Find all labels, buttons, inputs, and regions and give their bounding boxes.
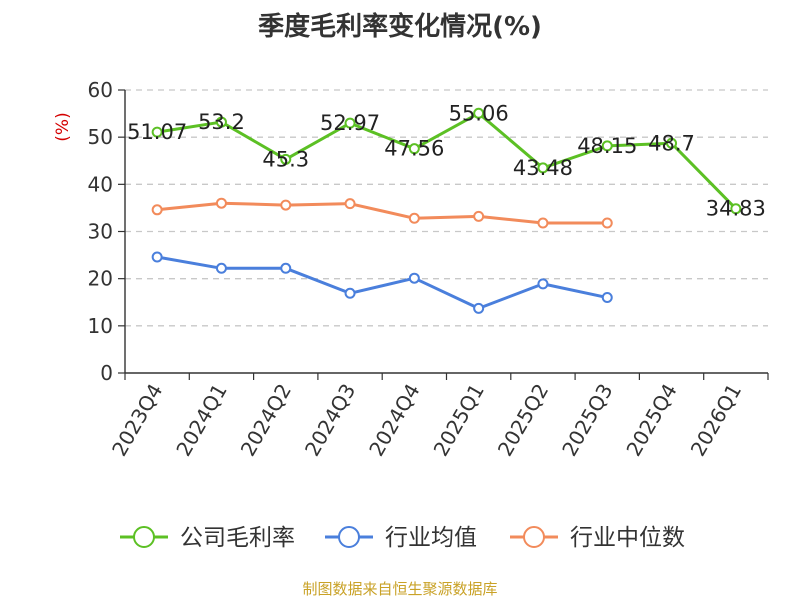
data-point <box>344 287 356 299</box>
y-tick-label: 50 <box>88 125 113 149</box>
data-label: 34.83 <box>706 197 766 221</box>
data-label: 48.15 <box>577 134 637 158</box>
legend-item: 行业中位数 <box>510 525 685 551</box>
x-tick-label: 2023Q4 <box>107 380 167 461</box>
series-line <box>156 111 737 210</box>
data-point <box>344 198 356 210</box>
y-tick-label: 10 <box>88 314 113 338</box>
x-tick-label: 2024Q2 <box>236 380 296 461</box>
x-tick-label: 2024Q1 <box>171 380 231 461</box>
data-point <box>215 197 227 209</box>
data-label: 55.06 <box>449 101 509 125</box>
data-label: 47.56 <box>384 137 444 161</box>
x-tick-label: 2024Q3 <box>300 380 360 461</box>
data-label: 52.97 <box>320 111 380 135</box>
y-axis-label: (%) <box>53 112 73 141</box>
source-note: 制图数据来自恒生聚源数据库 <box>302 580 498 598</box>
x-tick-label: 2025Q4 <box>621 380 681 461</box>
data-point <box>730 203 742 215</box>
y-tick-label: 0 <box>100 361 113 385</box>
x-tick-label: 2026Q1 <box>686 380 746 461</box>
data-point <box>215 116 227 128</box>
data-point <box>151 251 163 263</box>
x-tick-label: 2025Q3 <box>557 380 617 461</box>
data-point <box>601 217 613 229</box>
data-label: 53.2 <box>198 110 245 134</box>
data-label: 43.48 <box>513 156 573 180</box>
y-tick-label: 60 <box>88 78 113 102</box>
data-point <box>537 217 549 229</box>
data-point <box>215 262 227 274</box>
data-point <box>601 292 613 304</box>
legend-swatch-marker <box>338 526 360 548</box>
legend-item: 公司毛利率 <box>120 525 295 551</box>
data-point <box>666 137 678 149</box>
y-tick-label: 20 <box>88 267 113 291</box>
data-point <box>151 126 163 138</box>
legend-swatch-marker <box>133 526 155 548</box>
grid-lines <box>125 89 768 327</box>
x-tick-label: 2025Q2 <box>493 380 553 461</box>
data-point <box>408 143 420 155</box>
data-point <box>601 140 613 152</box>
legend: 公司毛利率 行业均值 行业中位数 <box>120 525 685 551</box>
x-tick-label: 2025Q1 <box>429 380 489 461</box>
chart-title: 季度毛利率变化情况(%) <box>258 12 542 42</box>
legend-label: 行业均值 <box>385 525 477 551</box>
data-point <box>473 210 485 222</box>
y-tick-label: 40 <box>88 172 113 196</box>
data-label: 51.07 <box>127 120 187 144</box>
series-group <box>151 107 742 314</box>
data-point <box>408 272 420 284</box>
data-point <box>473 302 485 314</box>
legend-swatch-marker <box>523 526 545 548</box>
legend-label: 公司毛利率 <box>180 525 295 551</box>
data-label: 45.3 <box>262 147 309 171</box>
data-label: 48.7 <box>648 131 695 155</box>
data-point <box>537 162 549 174</box>
data-point <box>151 204 163 216</box>
series-line <box>156 255 608 310</box>
data-point <box>537 278 549 290</box>
data-point <box>473 107 485 119</box>
series-line <box>156 201 608 225</box>
y-tick-label: 30 <box>88 220 113 244</box>
legend-item: 行业均值 <box>325 525 477 551</box>
legend-label: 行业中位数 <box>570 525 685 551</box>
x-tick-label: 2024Q4 <box>364 380 424 461</box>
data-point <box>408 212 420 224</box>
data-point <box>280 153 292 165</box>
data-point <box>344 117 356 129</box>
data-point <box>280 262 292 274</box>
data-point <box>280 199 292 211</box>
